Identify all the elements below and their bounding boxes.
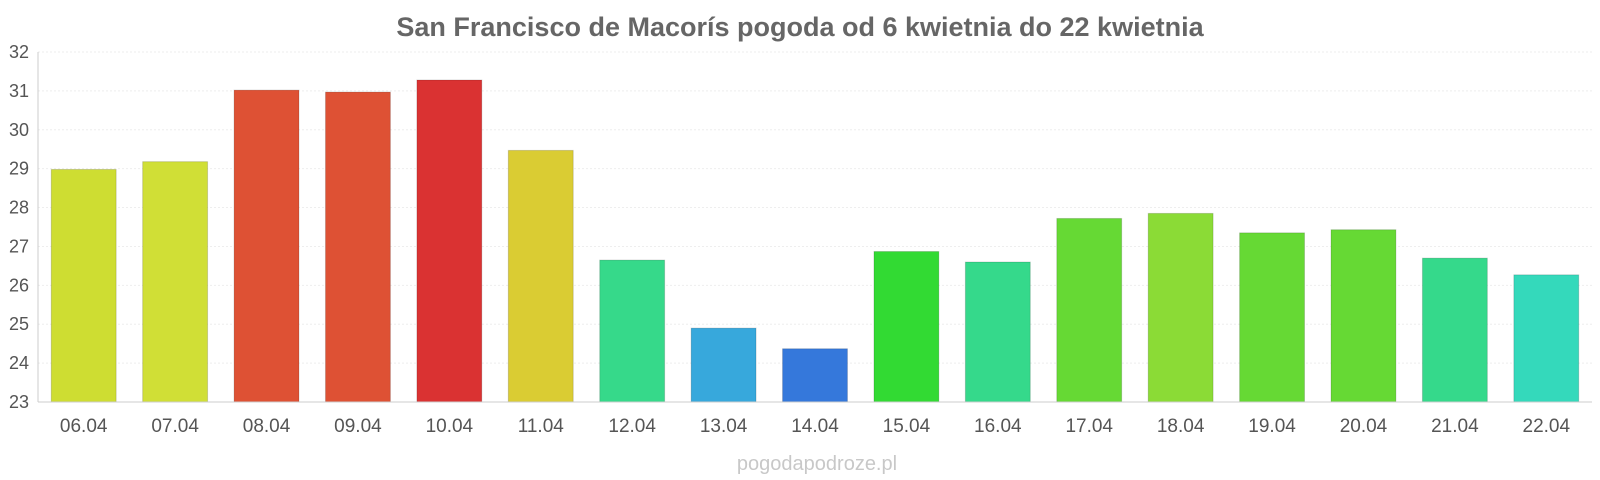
x-tick-label: 15.04 — [883, 416, 931, 437]
x-tick-label: 21.04 — [1431, 416, 1479, 437]
y-tick-label: 25 — [9, 314, 29, 334]
x-tick-label: 22.04 — [1523, 416, 1571, 437]
y-tick-label: 32 — [9, 42, 29, 62]
x-tick-label: 07.04 — [151, 416, 199, 437]
bar — [964, 261, 1031, 403]
chart-title: San Francisco de Macorís pogoda od 6 kwi… — [396, 12, 1204, 42]
bars — [50, 79, 1580, 403]
bar — [507, 149, 574, 403]
x-axis: 06.04 07.04 08.04 09.04 10.04 11.04 12.04 13.04… — [38, 401, 1592, 437]
bar — [1147, 212, 1214, 403]
x-tick-label: 19.04 — [1248, 416, 1296, 437]
bar — [690, 327, 757, 403]
y-tick-label: 27 — [9, 236, 29, 256]
y-axis: 23 24 25 26 27 28 29 30 31 32 — [9, 42, 39, 412]
bar — [1056, 217, 1123, 403]
x-tick-label: 17.04 — [1065, 416, 1113, 437]
x-tick-label: 13.04 — [700, 416, 748, 437]
x-tick-label: 20.04 — [1340, 416, 1388, 437]
y-tick-label: 28 — [9, 198, 29, 218]
y-tick-label: 24 — [9, 353, 29, 373]
bar — [1330, 229, 1397, 403]
y-tick-label: 31 — [9, 81, 29, 101]
bar — [324, 91, 391, 403]
y-tick-label: 30 — [9, 120, 29, 140]
bar — [1421, 257, 1488, 403]
x-tick-label: 09.04 — [334, 416, 382, 437]
x-tick-label: 10.04 — [426, 416, 474, 437]
y-tick-label: 29 — [9, 159, 29, 179]
bar — [416, 79, 483, 403]
bar — [873, 251, 940, 403]
y-tick-label: 26 — [9, 275, 29, 295]
bar — [1239, 232, 1306, 403]
x-tick-label: 14.04 — [791, 416, 839, 437]
bar — [50, 168, 117, 403]
x-tick-label: 12.04 — [608, 416, 656, 437]
x-tick-label: 16.04 — [974, 416, 1022, 437]
bar — [599, 259, 666, 403]
bar — [782, 348, 848, 403]
x-tick-label: 08.04 — [243, 416, 291, 437]
bar — [1513, 274, 1580, 403]
bar — [233, 89, 300, 403]
y-tick-label: 23 — [9, 392, 29, 412]
x-tick-label: 18.04 — [1157, 416, 1205, 437]
x-tick-label: 11.04 — [518, 416, 565, 437]
watermark: pogodapodroze.pl — [737, 453, 897, 475]
bar — [142, 161, 209, 403]
x-tick-label: 06.04 — [60, 416, 108, 437]
